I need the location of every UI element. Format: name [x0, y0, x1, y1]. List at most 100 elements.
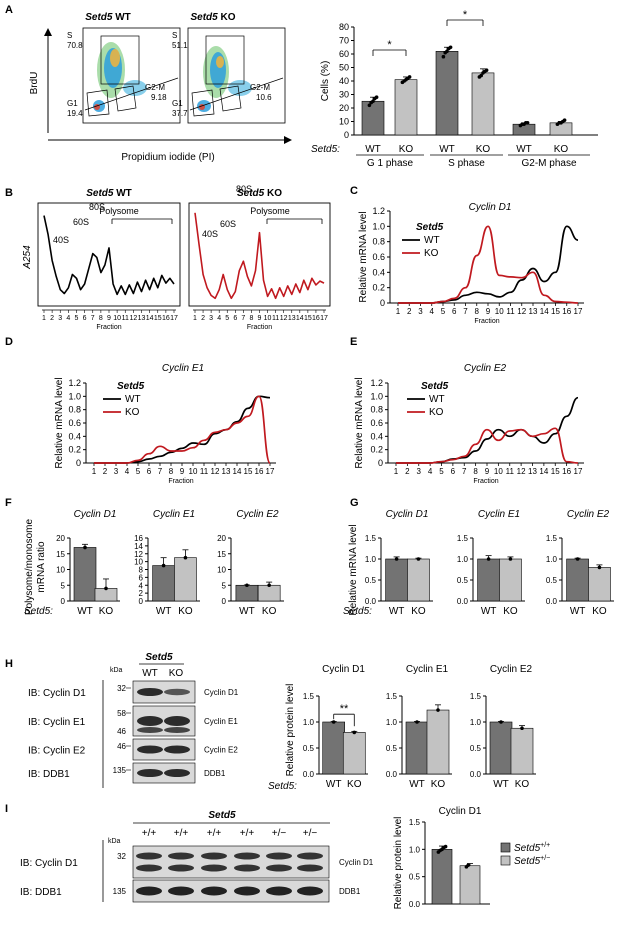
x-tick-label: 1 — [394, 467, 399, 476]
y-tick-label: 1.0 — [365, 555, 377, 564]
gate-g2m-value: 9.18 — [151, 93, 167, 102]
y-tick-label: 50 — [339, 63, 349, 73]
x-tick-label: 4 — [428, 467, 433, 476]
chart-title: Cyclin D1 — [386, 509, 429, 520]
sig-star: * — [387, 39, 392, 51]
flow-x-arrowhead — [284, 136, 292, 144]
blot-band — [137, 688, 163, 696]
category-label: KO — [262, 606, 277, 617]
y-tick-label: 0.5 — [303, 744, 315, 753]
data-point — [525, 121, 530, 125]
bar-wt — [361, 100, 385, 136]
chart-title: Cyclin E2 — [236, 509, 279, 520]
y-tick-label: 0.2 — [372, 283, 385, 293]
panel-letter-g: G — [350, 497, 359, 509]
y-tick-label: 1.2 — [372, 206, 385, 216]
blot-band — [234, 864, 260, 872]
y-tick-label: 1.5 — [546, 534, 558, 543]
fraction-tick-label: 15 — [304, 315, 312, 322]
legend-title: Setd5 — [117, 381, 145, 392]
x-tick-label: 10 — [189, 467, 198, 476]
y-tick-label: 0.6 — [370, 418, 383, 428]
y-tick-label: 0.5 — [470, 744, 482, 753]
y-tick-label: 1.5 — [386, 692, 398, 701]
fraction-tick-label: 14 — [146, 315, 154, 322]
data-point — [104, 586, 108, 591]
fraction-tick-label: 4 — [66, 315, 70, 322]
y-tick-label: 6 — [139, 573, 144, 582]
category-label: KO — [99, 606, 114, 617]
y-tick-label: 16 — [134, 534, 143, 543]
y-tick-label: 1.0 — [372, 221, 385, 231]
panel-letter-c: C — [350, 185, 358, 197]
y-tick-label: 70 — [339, 36, 349, 46]
x-tick-label: 4 — [430, 307, 435, 316]
fraction-tick-label: 5 — [75, 315, 79, 322]
data-point — [499, 720, 503, 724]
fraction-tick-label: 4 — [217, 315, 221, 322]
bar-wt — [385, 558, 408, 602]
data-point — [436, 708, 440, 712]
flow-title: Setd5 WT — [85, 12, 131, 23]
y-tick-label: 0.0 — [546, 597, 558, 606]
data-point — [367, 103, 372, 108]
y-tick-label: 1.0 — [386, 718, 398, 727]
panel-letter-e: E — [350, 336, 357, 348]
x-tick-label: 11 — [200, 467, 209, 476]
data-point — [448, 45, 453, 50]
category-label: WT — [409, 779, 425, 790]
mw-label: 46 — [117, 742, 126, 751]
y-tick-label: 0.0 — [386, 770, 398, 779]
y-tick-label: 1.0 — [303, 718, 315, 727]
ib-label: IB: DDB1 — [28, 769, 70, 780]
fraction-tick-label: 9 — [258, 315, 262, 322]
y-axis-label: Cells (%) — [320, 61, 331, 102]
y-tick-label: 10 — [339, 117, 349, 127]
data-point — [371, 99, 375, 104]
y-tick-label: 0 — [222, 597, 227, 606]
band-name: Cyclin D1 — [204, 688, 239, 697]
y-tick-label: 0.6 — [372, 252, 385, 262]
peak-label: 40S — [202, 229, 218, 239]
y-tick-label: 0 — [76, 458, 81, 468]
fraction-tick-label: 15 — [154, 315, 162, 322]
fraction-tick-label: 11 — [122, 315, 129, 322]
legend-label: WT — [429, 394, 445, 405]
y-tick-label: 12 — [134, 550, 143, 559]
y-tick-label: 30 — [339, 90, 349, 100]
phase-label: G 1 phase — [367, 158, 414, 169]
category-label: WT — [326, 779, 342, 790]
blot-band — [164, 745, 190, 754]
peak-label: Polysome — [99, 206, 139, 216]
panel-letter-b: B — [5, 187, 13, 199]
fraction-tick-label: 10 — [264, 315, 272, 322]
legend-swatch — [500, 855, 511, 866]
fraction-axis-label: Fraction — [247, 324, 272, 331]
fraction-tick-label: 2 — [50, 315, 54, 322]
y-tick-label: 0.8 — [370, 405, 383, 415]
fraction-tick-label: 8 — [99, 315, 103, 322]
fraction-tick-label: 1 — [193, 315, 197, 322]
data-point — [520, 726, 524, 731]
setd5-label: Setd5: — [24, 606, 53, 617]
blot-band — [137, 727, 163, 733]
setd5-label: Setd5: — [311, 144, 340, 155]
fraction-tick-label: 13 — [288, 315, 296, 322]
fraction-tick-label: 5 — [225, 315, 229, 322]
flow-x-label: Propidium iodide (PI) — [121, 152, 214, 163]
category-label: KO — [178, 606, 193, 617]
category-label: KO — [592, 606, 607, 617]
fraction-tick-label: 17 — [170, 315, 178, 322]
data-point — [445, 49, 449, 54]
series-line-ko — [94, 395, 271, 464]
bar-wt — [566, 558, 589, 602]
polysome-frame — [188, 202, 331, 307]
gate-diagonal — [84, 77, 179, 111]
fraction-tick-label: 10 — [113, 315, 121, 322]
sig-star: * — [463, 9, 468, 21]
x-tick-label: 3 — [418, 307, 423, 316]
polysome-title: Setd5 WT — [86, 188, 132, 199]
category-label: KO — [515, 779, 530, 790]
y-tick-label: 20 — [217, 534, 226, 543]
fraction-axis-label: Fraction — [96, 324, 121, 331]
